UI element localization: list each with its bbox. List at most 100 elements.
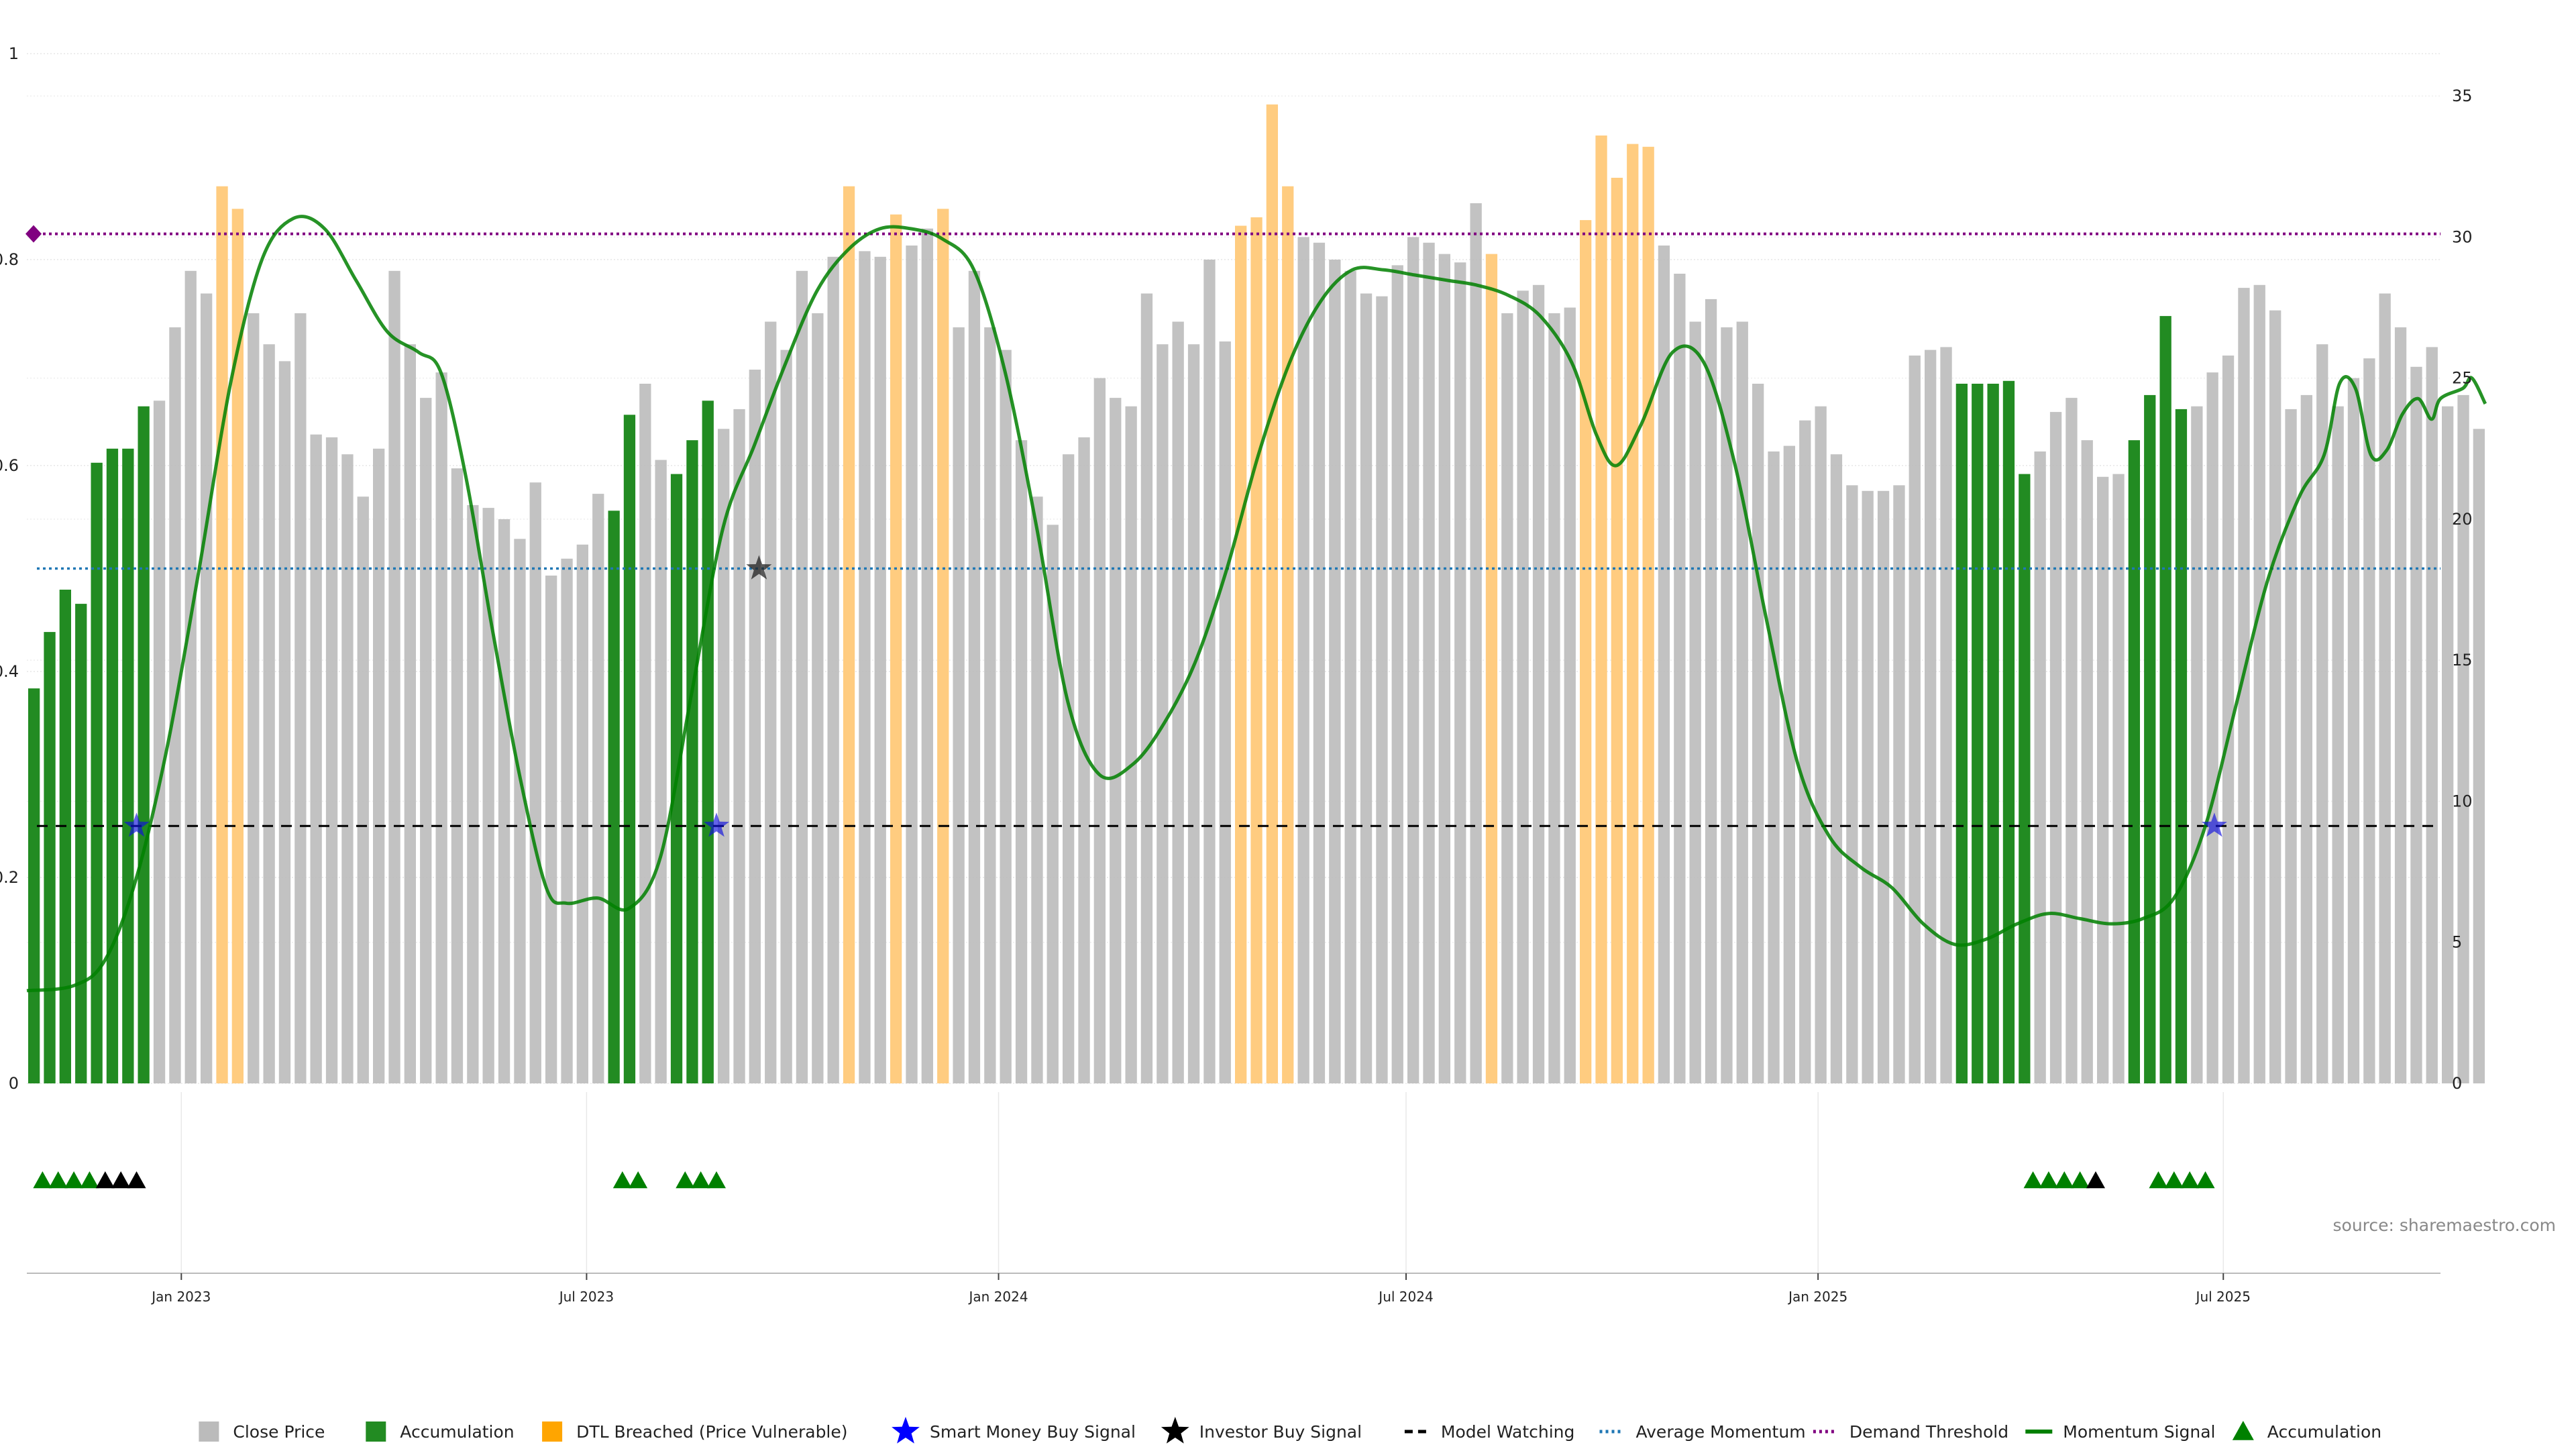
close-price-bar (953, 327, 965, 1083)
left-tick-label: 0.2 (0, 868, 19, 887)
left-tick-label: 1 (9, 44, 19, 63)
close-price-bar (1423, 242, 1435, 1083)
close-price-bar (1893, 485, 1905, 1083)
dtl-breached-bar (1595, 136, 1607, 1083)
accumulation-triangle (2180, 1171, 2200, 1189)
close-price-bar (2191, 406, 2203, 1083)
close-price-bar (1329, 260, 1341, 1083)
source-label: source: sharemaestro.com (2333, 1216, 2557, 1235)
close-price-bar (1360, 293, 1373, 1083)
accumulation-bar (686, 440, 698, 1083)
close-price-bar (2363, 358, 2375, 1084)
close-price-bar (1093, 378, 1106, 1083)
dtl-breached-bar (216, 186, 228, 1084)
legend-star-icon (1161, 1417, 1189, 1444)
legend-label: Demand Threshold (1849, 1422, 2008, 1442)
accumulation-bar (1987, 384, 1999, 1083)
accumulation-triangle (707, 1171, 726, 1189)
demand-threshold-marker (25, 225, 42, 243)
accumulation-triangle (2023, 1171, 2043, 1189)
close-price-bar (2473, 429, 2485, 1083)
right-tick-label: 30 (2452, 227, 2473, 246)
accumulation-bar (623, 415, 636, 1083)
accumulation-bar (1955, 384, 1968, 1083)
accumulation-triangle (2149, 1171, 2168, 1189)
dtl-breached-bar (1235, 225, 1247, 1083)
dtl-breached-bar (1250, 217, 1263, 1083)
close-price-bar (2034, 451, 2046, 1083)
close-price-bar (1187, 344, 1200, 1084)
close-price-bar (184, 270, 197, 1083)
close-price-bar (655, 460, 667, 1083)
legend-item: Model Watching (1404, 1422, 1574, 1442)
close-price-bar (2300, 394, 2312, 1083)
investor-buy-star (746, 555, 772, 580)
close-price-bar (153, 400, 166, 1083)
accumulation-bar (2159, 316, 2171, 1084)
accumulation-bar (44, 632, 56, 1083)
accumulation-bar (91, 462, 103, 1083)
close-price-bar (482, 508, 494, 1083)
dtl-breached-bar (1611, 178, 1623, 1083)
left-tick-label: 0.8 (0, 250, 19, 269)
smart-money-buy-star (2201, 812, 2227, 837)
legend-label: Accumulation (2267, 1422, 2381, 1442)
accumulation-bar (608, 511, 620, 1083)
accumulation-bar (2128, 440, 2140, 1083)
close-price-bar (2394, 327, 2407, 1083)
close-price-bar (2097, 476, 2109, 1083)
close-price-bar (325, 437, 338, 1083)
close-price-bar (310, 434, 322, 1083)
close-price-bar (1564, 307, 1576, 1083)
accumulation-triangle (2070, 1171, 2090, 1189)
date-tick-label: Jan 2023 (150, 1289, 211, 1305)
close-price-bar (2065, 398, 2078, 1083)
close-price-bar (1140, 293, 1153, 1083)
momentum-line-layer (26, 215, 2487, 993)
close-price-bar (545, 576, 557, 1083)
close-price-bar (388, 270, 400, 1083)
accumulation-bar (2144, 394, 2156, 1083)
dtl-breached-bar (1266, 104, 1278, 1084)
close-price-bar (733, 409, 745, 1083)
bars-layer (28, 104, 2485, 1084)
close-price-bar (906, 246, 918, 1083)
date-tick-label: Jul 2024 (1377, 1289, 1433, 1305)
close-price-bar (1768, 451, 1780, 1083)
dtl-breached-bar (1282, 186, 1294, 1084)
legend-label: Investor Buy Signal (1199, 1422, 1362, 1442)
close-price-bar (796, 270, 808, 1083)
accumulation-bar (28, 688, 40, 1083)
close-price-bar (1297, 237, 1309, 1083)
left-tick-label: 0.4 (0, 662, 19, 681)
dtl-breached-bar (1642, 146, 1654, 1083)
accumulation-bar (2175, 409, 2188, 1083)
close-price-bar (1940, 347, 1952, 1083)
close-price-bar (2410, 366, 2422, 1083)
close-price-bar (561, 558, 573, 1083)
reference-lines (37, 232, 2440, 827)
close-price-bar (1125, 406, 1137, 1083)
close-price-bar (765, 321, 777, 1083)
legend-item: Investor Buy Signal (1161, 1417, 1362, 1444)
close-price-bar (2426, 347, 2438, 1083)
legend-item: Average Momentum (1599, 1422, 1806, 1442)
close-price-bar (576, 544, 588, 1083)
right-tick-label: 25 (2452, 369, 2473, 388)
accumulation-triangle (48, 1171, 68, 1189)
legend-item: Close Price (199, 1421, 325, 1442)
close-price-bar (749, 370, 761, 1083)
close-price-bar (1532, 284, 1545, 1083)
legend-item: Smart Money Buy Signal (892, 1417, 1136, 1444)
accumulation-triangle (33, 1171, 52, 1189)
date-axis: Jan 2023 Jul 2023 Jan 2024 Jul 2024 Jan 2025… (150, 1273, 2251, 1305)
dtl-breached-bar (1580, 220, 1592, 1084)
accumulation-panel (27, 1092, 2440, 1274)
close-price-bar (1046, 525, 1059, 1083)
right-tick-label: 10 (2452, 792, 2473, 810)
close-price-bar (514, 539, 526, 1083)
close-price-bar (1752, 384, 1764, 1083)
momentum-signal-line (26, 215, 2487, 993)
right-tick-label: 0 (2452, 1074, 2462, 1093)
